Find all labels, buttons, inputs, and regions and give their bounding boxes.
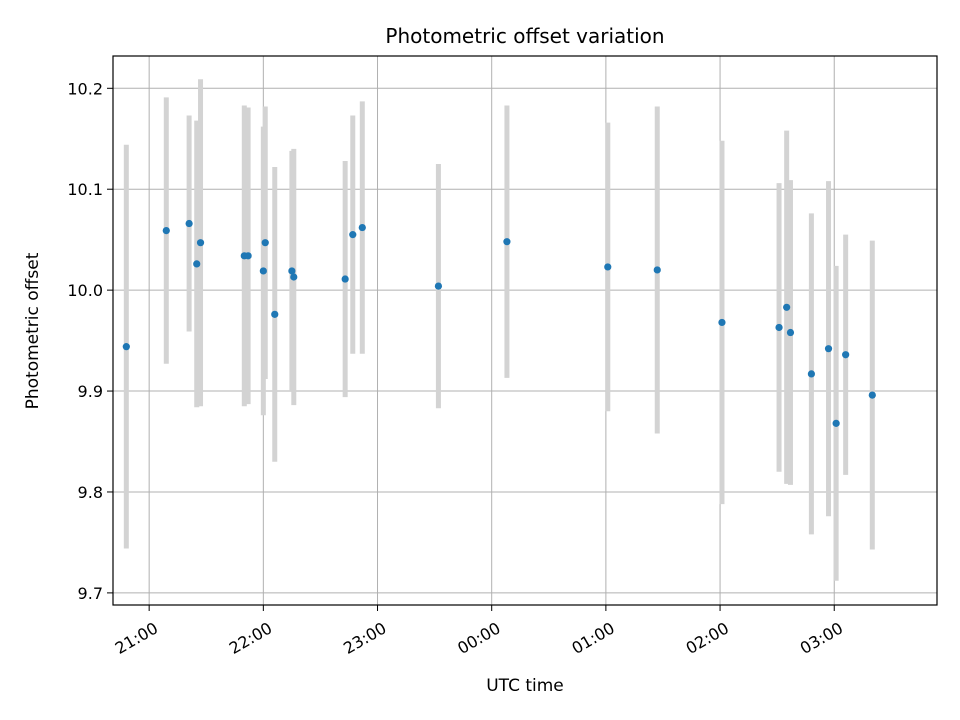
data-point — [718, 318, 726, 327]
data-point — [824, 345, 833, 353]
chart-title: Photometric offset variation — [385, 24, 664, 48]
point-layer — [122, 219, 876, 427]
y-tick-label: 10.0 — [67, 281, 103, 300]
data-point — [290, 273, 298, 281]
data-point — [783, 303, 791, 311]
plot-frame — [112, 55, 938, 606]
data-point — [775, 323, 783, 332]
data-point — [244, 252, 252, 260]
data-point — [434, 282, 443, 290]
data-point — [196, 239, 205, 247]
y-tick-label: 9.8 — [78, 483, 103, 502]
data-point — [349, 231, 357, 239]
data-point — [604, 263, 612, 271]
data-point — [122, 343, 130, 351]
y-tick-label: 9.9 — [78, 382, 103, 401]
data-point — [842, 351, 850, 359]
y-tick-label: 10.2 — [67, 79, 103, 98]
data-point — [271, 310, 279, 318]
data-point — [868, 391, 876, 399]
data-point — [162, 226, 170, 235]
data-point — [786, 328, 795, 337]
y-tick-label: 9.7 — [78, 584, 103, 603]
data-point — [503, 238, 511, 246]
data-point — [261, 239, 269, 247]
data-point — [259, 267, 267, 275]
y-tick-label: 10.1 — [67, 180, 103, 199]
data-point — [341, 275, 349, 283]
data-point — [358, 223, 366, 232]
x-axis-title: UTC time — [486, 676, 564, 696]
data-point — [832, 419, 840, 427]
data-point — [193, 260, 201, 268]
data-point — [185, 219, 193, 228]
data-point — [807, 370, 816, 378]
data-point — [288, 267, 296, 275]
data-point — [653, 266, 661, 274]
y-axis-title: Photometric offset — [23, 252, 43, 409]
